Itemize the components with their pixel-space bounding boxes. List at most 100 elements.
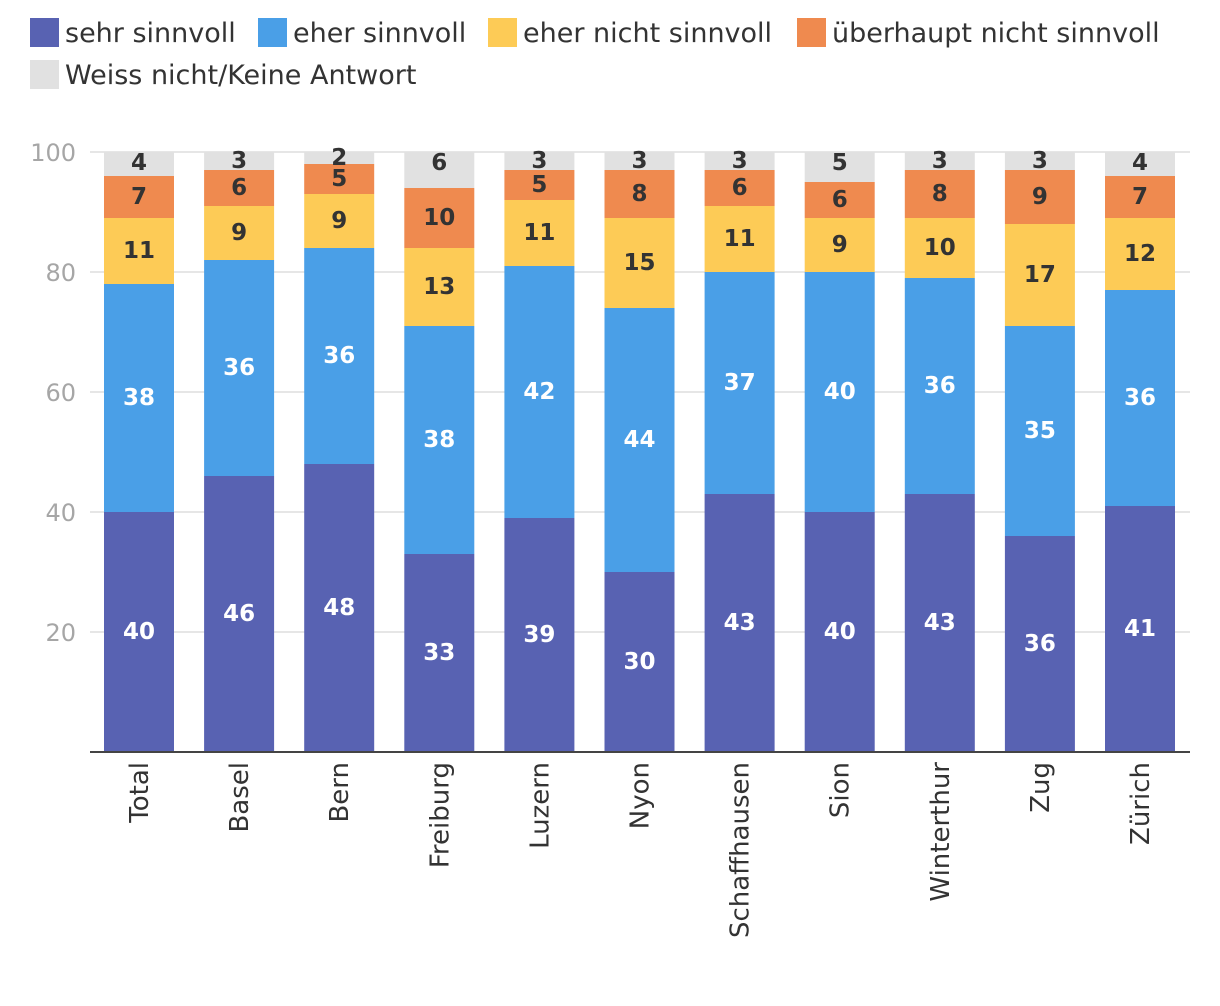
bar-segment-weiss-nicht-keine-antwort[interactable] [304,152,375,164]
legend-swatch [488,18,517,47]
data-label: 48 [323,595,355,621]
bar-segment-eher-sinnvoll[interactable] [204,260,275,476]
x-tick-label-zürich: Zürich [1126,762,1156,845]
bar-segment-eher-sinnvoll[interactable] [1105,290,1175,506]
y-tick-label: 40 [45,499,76,527]
bar-segment-weiss-nicht-keine-antwort[interactable] [504,152,575,170]
bar-segment-weiss-nicht-keine-antwort[interactable] [104,152,174,176]
data-label: 9 [832,232,848,258]
data-label: 5 [331,166,347,192]
bar-segment-eher-sinnvoll[interactable] [704,272,775,494]
bar-segment-überhaupt-nicht-sinnvoll[interactable] [304,164,375,194]
data-label: 9 [331,208,347,234]
bar-segment-weiss-nicht-keine-antwort[interactable] [1105,152,1175,176]
bar-segment-eher-nicht-sinnvoll[interactable] [1004,224,1075,326]
bar-segment-überhaupt-nicht-sinnvoll[interactable] [604,170,675,218]
bar-segment-eher-sinnvoll[interactable] [104,284,174,512]
data-label: 9 [1032,184,1048,210]
y-tick-label: 80 [45,259,76,287]
bar-segment-sehr-sinnvoll[interactable] [504,518,575,752]
bar-segment-eher-nicht-sinnvoll[interactable] [504,200,575,266]
bar-segment-eher-sinnvoll[interactable] [304,248,375,464]
legend: sehr sinnvoll eher sinnvoll eher nicht sin… [30,18,1160,91]
data-label: 44 [623,427,655,453]
bar-segment-überhaupt-nicht-sinnvoll[interactable] [404,188,475,248]
data-label: 7 [1132,184,1148,210]
x-tick-label-nyon: Nyon [626,762,656,829]
legend-item-sehr-sinnvoll[interactable]: sehr sinnvoll [30,18,236,49]
legend-label: Weiss nicht/Keine Antwort [65,60,416,91]
bar-group-basel: 46 36 9 63 [204,148,275,752]
data-label: 3 [531,148,547,174]
data-label: 38 [123,385,155,411]
bar-segment-eher-nicht-sinnvoll[interactable] [104,218,174,284]
bar-segment-eher-nicht-sinnvoll[interactable] [604,218,675,308]
bar-segment-sehr-sinnvoll[interactable] [604,572,675,752]
bar-group-freiburg: 33 38 13 10 6 [404,150,475,752]
bar-segment-eher-sinnvoll[interactable] [1004,326,1075,536]
data-label: 36 [223,355,255,381]
bar-segment-eher-nicht-sinnvoll[interactable] [704,206,775,272]
bar-segment-überhaupt-nicht-sinnvoll[interactable] [1004,170,1075,224]
bar-segment-weiss-nicht-keine-antwort[interactable] [904,152,975,170]
bar-segment-eher-nicht-sinnvoll[interactable] [404,248,475,326]
bar-segment-überhaupt-nicht-sinnvoll[interactable] [804,182,875,218]
data-label: 4 [1132,150,1148,176]
bar-segment-eher-sinnvoll[interactable] [504,266,575,518]
legend-label: überhaupt nicht sinnvoll [832,18,1160,49]
bar-segment-weiss-nicht-keine-antwort[interactable] [604,152,675,170]
bar-segment-eher-nicht-sinnvoll[interactable] [904,218,975,278]
legend-item-überhaupt-nicht-sinnvoll[interactable]: überhaupt nicht sinnvoll [797,18,1160,49]
data-label: 36 [1024,631,1056,657]
bar-segment-eher-nicht-sinnvoll[interactable] [1105,218,1175,290]
data-label: 3 [732,148,748,174]
bar-segment-weiss-nicht-keine-antwort[interactable] [704,152,775,170]
bar-segment-sehr-sinnvoll[interactable] [904,494,975,752]
bar-segment-weiss-nicht-keine-antwort[interactable] [404,152,475,188]
bar-segment-sehr-sinnvoll[interactable] [1105,506,1175,752]
data-label: 5 [832,150,848,176]
bar-segment-sehr-sinnvoll[interactable] [804,512,875,752]
bar-segment-eher-sinnvoll[interactable] [604,308,675,572]
bar-segment-weiss-nicht-keine-antwort[interactable] [804,152,875,182]
bar-group-zug: 36 35 17 9 3 [1004,148,1075,752]
data-label: 17 [1024,262,1056,288]
bar-segment-sehr-sinnvoll[interactable] [104,512,174,752]
bars: 4038117446369634836952333813106394211533… [104,145,1175,752]
data-label: 6 [431,150,447,176]
data-label: 39 [523,622,555,648]
bar-segment-überhaupt-nicht-sinnvoll[interactable] [204,170,275,206]
bar-segment-überhaupt-nicht-sinnvoll[interactable] [704,170,775,206]
legend-item-weiss-nicht-keine-antwort[interactable]: Weiss nicht/Keine Antwort [30,60,416,91]
bar-segment-überhaupt-nicht-sinnvoll[interactable] [504,170,575,200]
bar-segment-überhaupt-nicht-sinnvoll[interactable] [104,176,174,218]
data-label: 43 [724,610,756,636]
x-tick-label-winterthur: Winterthur [926,762,956,902]
bar-segment-eher-nicht-sinnvoll[interactable] [304,194,375,248]
bar-group-zürich: 41 36 12 7 4 [1105,150,1175,752]
data-label: 11 [523,220,555,246]
data-label: 11 [123,238,155,264]
bar-segment-eher-sinnvoll[interactable] [404,326,475,554]
y-axis: 20 40 60 80 100 [30,139,76,647]
legend-item-eher-sinnvoll[interactable]: eher sinnvoll [258,18,466,49]
legend-item-eher-nicht-sinnvoll[interactable]: eher nicht sinnvoll [488,18,772,49]
data-label: 6 [231,175,247,201]
bar-segment-sehr-sinnvoll[interactable] [204,476,275,752]
bar-segment-sehr-sinnvoll[interactable] [304,464,375,752]
bar-segment-sehr-sinnvoll[interactable] [1004,536,1075,752]
data-label: 36 [323,343,355,369]
data-label: 15 [623,250,655,276]
bar-segment-weiss-nicht-keine-antwort[interactable] [204,152,275,170]
bar-segment-überhaupt-nicht-sinnvoll[interactable] [904,170,975,218]
bar-segment-eher-sinnvoll[interactable] [904,278,975,494]
bar-segment-überhaupt-nicht-sinnvoll[interactable] [1105,176,1175,218]
bar-segment-eher-nicht-sinnvoll[interactable] [804,218,875,272]
bar-segment-weiss-nicht-keine-antwort[interactable] [1004,152,1075,170]
bar-segment-eher-nicht-sinnvoll[interactable] [204,206,275,260]
bar-segment-eher-sinnvoll[interactable] [804,272,875,512]
bar-segment-sehr-sinnvoll[interactable] [704,494,775,752]
bar-segment-sehr-sinnvoll[interactable] [404,554,475,752]
data-label: 8 [932,181,948,207]
legend-swatch [30,60,59,89]
